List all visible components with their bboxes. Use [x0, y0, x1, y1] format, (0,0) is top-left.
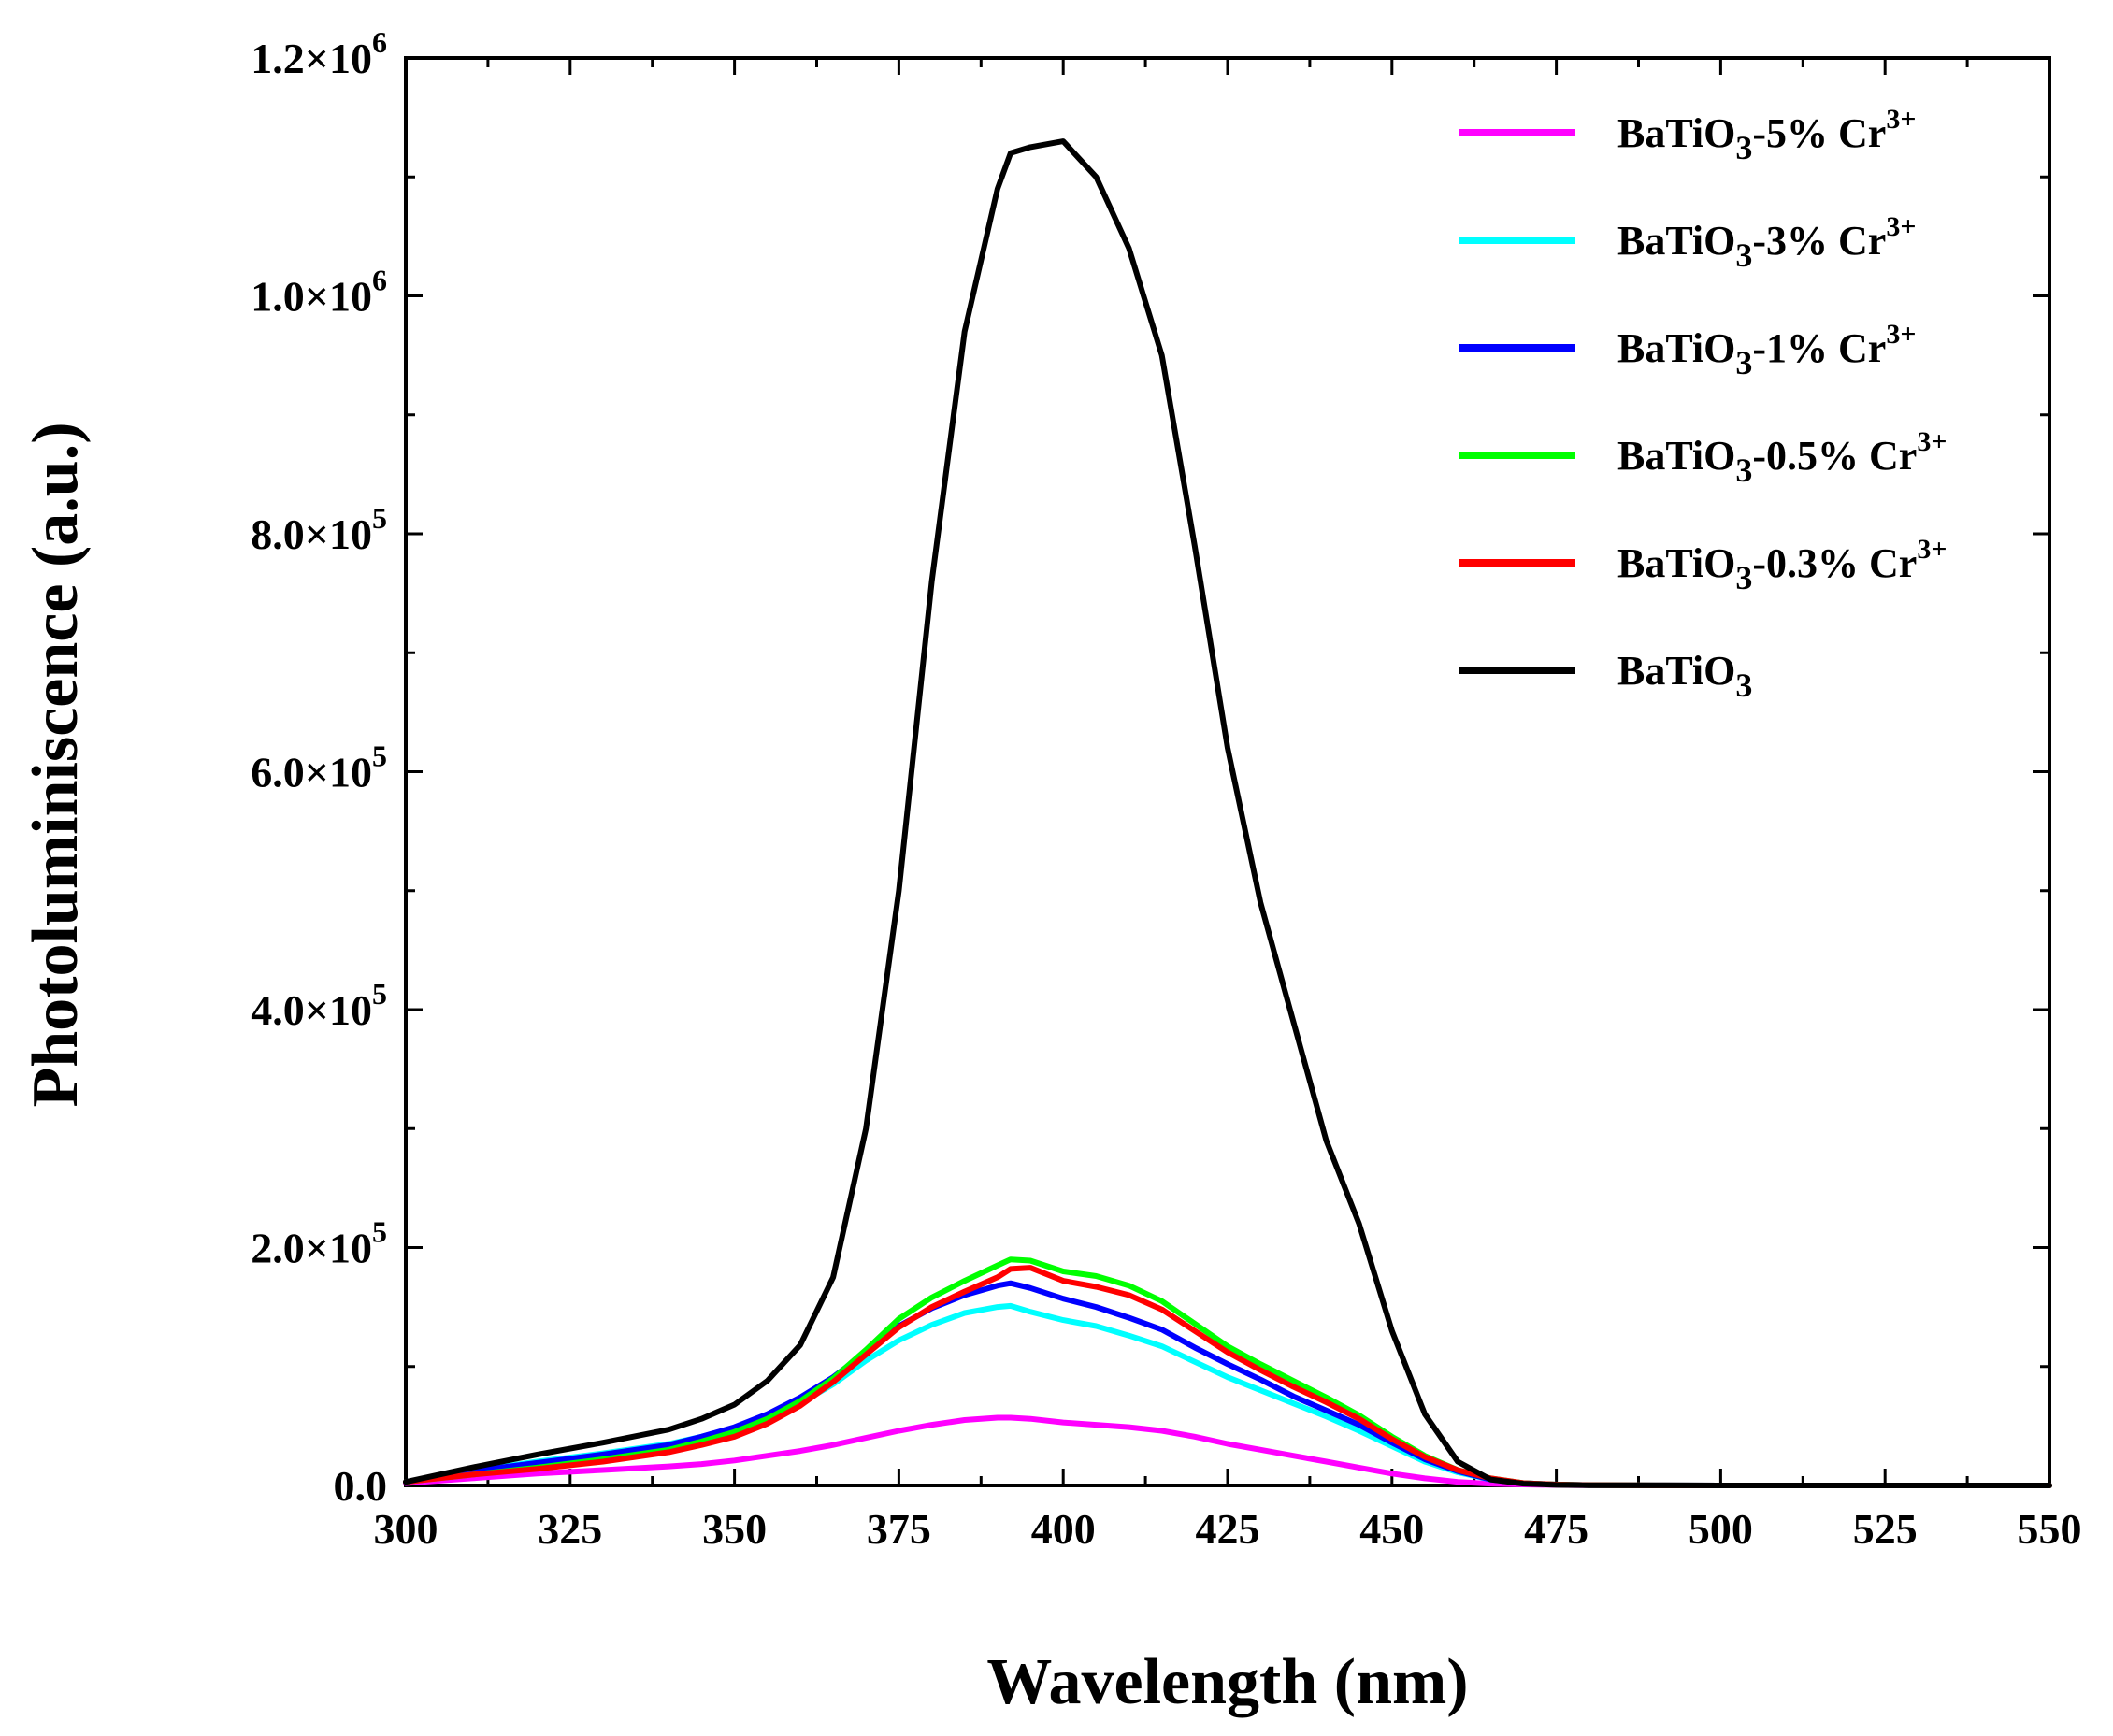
y-axis-title: Photoluminiscence (a.u.) — [20, 422, 92, 1107]
x-tick-label: 425 — [1196, 1505, 1260, 1553]
series-line — [403, 1256, 2052, 1488]
x-tick-label: 550 — [2018, 1505, 2082, 1553]
y-tick-label: 2.0×105 — [251, 1215, 387, 1272]
y-tick-labels: 0.0 2.0×105 4.0×105 6.0×105 8.0×105 1.0×106 1.… — [251, 25, 387, 1510]
x-tick-label: 300 — [374, 1505, 438, 1553]
x-tick-label: 475 — [1524, 1505, 1588, 1553]
series-line — [403, 138, 2052, 1488]
y-tick-label: 1.2×106 — [251, 25, 387, 82]
plot-frame — [404, 56, 2051, 1487]
legend: BaTiO3-5% Cr3+ BaTiO3-3% Cr3+ BaTiO3-1% Cr… — [1459, 104, 1947, 704]
y-tick-label: 4.0×105 — [251, 977, 387, 1034]
series-lines — [403, 138, 2052, 1488]
x-tick-label: 375 — [867, 1505, 931, 1553]
x-axis-title: Wavelength (nm) — [986, 1646, 1468, 1718]
legend-label: BaTiO3-0.3% Cr3+ — [1617, 534, 1947, 596]
y-tick-label: 8.0×105 — [251, 501, 387, 558]
legend-label: BaTiO3-5% Cr3+ — [1617, 104, 1916, 166]
x-tick-label: 350 — [702, 1505, 767, 1553]
x-tick-labels: 300 325 350 375 400 425 450 475 500 525 550 — [374, 1505, 2082, 1553]
legend-label: BaTiO3-3% Cr3+ — [1617, 211, 1916, 274]
y-tick-label: 0.0 — [334, 1462, 388, 1510]
legend-label: BaTiO3 — [1617, 648, 1752, 704]
y-tick-label: 1.0×106 — [251, 264, 387, 321]
y-tick-label: 6.0×105 — [251, 739, 387, 796]
x-tick-label: 325 — [538, 1505, 602, 1553]
x-tick-label: 500 — [1689, 1505, 1753, 1553]
x-tick-label: 525 — [1853, 1505, 1918, 1553]
series-line — [403, 1302, 2052, 1488]
legend-label: BaTiO3-1% Cr3+ — [1617, 319, 1916, 381]
x-tick-label: 400 — [1031, 1505, 1096, 1553]
legend-label: BaTiO3-0.5% Cr3+ — [1617, 426, 1947, 489]
x-tick-label: 450 — [1359, 1505, 1424, 1553]
axis-ticks — [404, 56, 2051, 1487]
